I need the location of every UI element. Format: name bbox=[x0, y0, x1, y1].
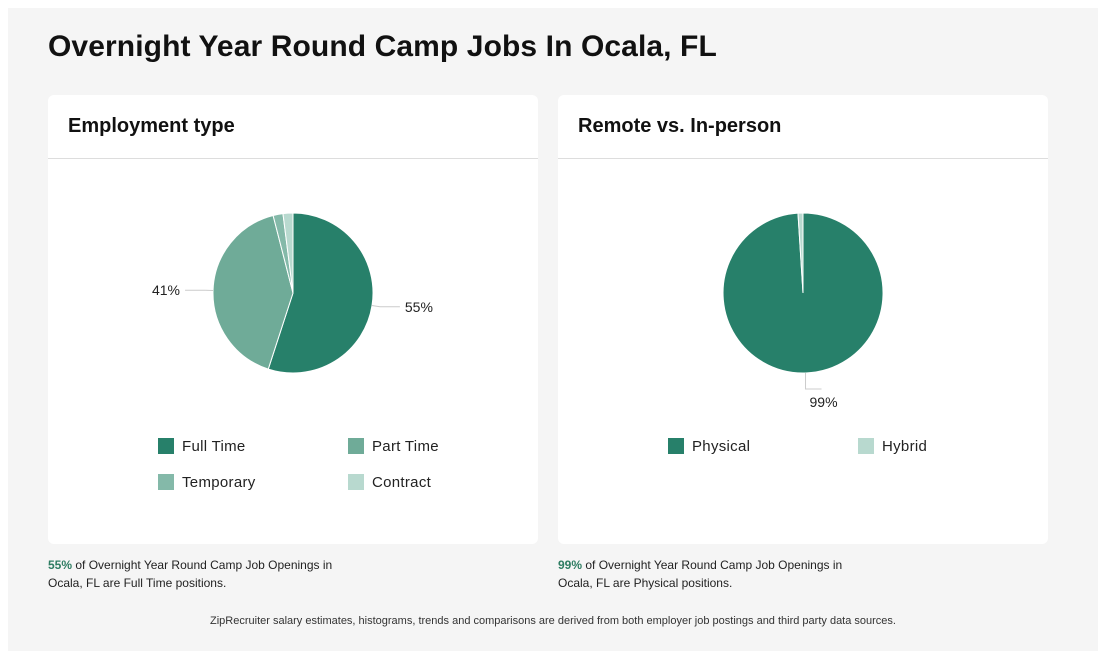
remote-vs-in-person-card: Remote vs. In-person 99% Physical Hybrid bbox=[558, 95, 1048, 544]
pie-data-label-physical: 99% bbox=[810, 394, 838, 410]
employment-type-caption: 55% of Overnight Year Round Camp Job Ope… bbox=[48, 556, 348, 592]
legend-item-physical: Physical bbox=[668, 437, 750, 455]
legend-label-temporary: Temporary bbox=[182, 473, 256, 491]
pie-slice-hybrid bbox=[797, 212, 804, 294]
pie-data-label-part-time: 41% bbox=[152, 282, 180, 298]
legend-item-part-time: Part Time bbox=[348, 437, 439, 455]
employment-type-pie-chart: 55% 41% bbox=[152, 212, 433, 374]
page-container: Overnight Year Round Camp Jobs In Ocala,… bbox=[8, 8, 1098, 651]
remote-caption-percent: 99% bbox=[558, 558, 583, 572]
legend-label-contract: Contract bbox=[372, 473, 432, 491]
pie-slice-part-time bbox=[212, 214, 294, 370]
legend-label-physical: Physical bbox=[692, 437, 751, 455]
pie-slice-contract bbox=[282, 212, 294, 294]
legend-swatch-hybrid bbox=[858, 438, 874, 454]
remote-caption: 99% of Overnight Year Round Camp Job Ope… bbox=[558, 556, 858, 592]
legend-swatch-physical bbox=[668, 438, 684, 454]
employment-type-legend: Full Time Part Time Temporary Contract bbox=[48, 437, 538, 517]
employment-caption-percent: 55% bbox=[48, 558, 73, 572]
legend-swatch-contract bbox=[348, 474, 364, 490]
pie-data-label-full-time: 55% bbox=[405, 299, 433, 315]
remote-legend: Physical Hybrid bbox=[558, 437, 1048, 517]
legend-item-temporary: Temporary bbox=[158, 473, 256, 491]
remote-vs-in-person-pie-chart: 99% bbox=[722, 212, 884, 410]
employment-type-card-header: Employment type bbox=[48, 95, 538, 159]
employment-type-card: Employment type 55% 41% Full Time Part Ti… bbox=[48, 95, 538, 544]
legend-item-contract: Contract bbox=[348, 473, 431, 491]
legend-item-hybrid: Hybrid bbox=[858, 437, 927, 455]
remote-caption-text: of Overnight Year Round Camp Job Opening… bbox=[558, 558, 843, 590]
legend-label-hybrid: Hybrid bbox=[882, 437, 928, 455]
legend-item-full-time: Full Time bbox=[158, 437, 246, 455]
legend-swatch-temporary bbox=[158, 474, 174, 490]
remote-card-title: Remote vs. In-person bbox=[578, 115, 782, 137]
footer-disclaimer: ZipRecruiter salary estimates, histogram… bbox=[210, 615, 896, 627]
legend-label-part-time: Part Time bbox=[372, 437, 439, 455]
legend-swatch-part-time bbox=[348, 438, 364, 454]
employment-caption-text: of Overnight Year Round Camp Job Opening… bbox=[48, 558, 333, 590]
employment-type-card-title: Employment type bbox=[68, 115, 235, 137]
page-title: Overnight Year Round Camp Jobs In Ocala,… bbox=[48, 30, 717, 63]
pie-leader-line-physical bbox=[805, 372, 822, 390]
pie-leader-line-full-time bbox=[371, 305, 400, 308]
legend-swatch-full-time bbox=[158, 438, 174, 454]
legend-label-full-time: Full Time bbox=[182, 437, 246, 455]
remote-card-header: Remote vs. In-person bbox=[558, 95, 1048, 159]
